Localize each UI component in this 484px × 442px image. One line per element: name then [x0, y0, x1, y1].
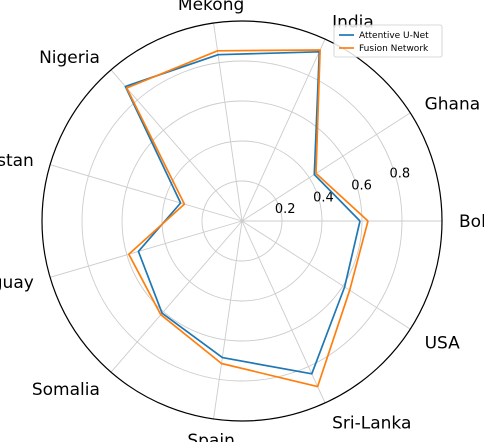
- series-layer: [124, 49, 369, 388]
- category-label: Nigeria: [39, 48, 100, 68]
- spoke-line: [213, 220, 243, 420]
- spoke-line: [110, 69, 243, 222]
- category-label: Ghana: [425, 95, 481, 115]
- legend-box: [333, 24, 443, 58]
- legend: Attentive U-Net Fusion Network: [333, 24, 443, 58]
- category-label: Paraguay: [0, 273, 34, 293]
- spoke-line: [110, 220, 243, 373]
- spoke-line: [241, 112, 411, 222]
- polar-frame: [41, 20, 443, 422]
- category-label: Mekong: [178, 0, 244, 15]
- legend-label: Attentive U-Net: [359, 31, 429, 41]
- spoke-line: [241, 220, 411, 330]
- radial-tick-labels: 0.2 0.4 0.6 0.8: [275, 167, 410, 217]
- spoke-line: [49, 220, 243, 278]
- legend-label: Fusion Network: [359, 44, 429, 54]
- radial-tick-label: 0.4: [313, 190, 334, 205]
- grid-layer: [41, 20, 443, 422]
- spoke-line: [241, 220, 326, 404]
- category-label: Bolivia: [459, 212, 484, 232]
- radial-tick-label: 0.2: [275, 202, 296, 217]
- series-line-fusion-network: [125, 49, 369, 388]
- spoke-line: [213, 22, 243, 222]
- radial-tick-label: 0.8: [390, 167, 411, 182]
- category-label: Sri-Lanka: [332, 413, 411, 433]
- series-line-attentive-u-net: [124, 50, 361, 375]
- radial-tick-label: 0.6: [351, 179, 372, 194]
- category-label: Somalia: [32, 380, 100, 400]
- category-label: Pakistan: [0, 151, 34, 171]
- category-label: USA: [425, 333, 461, 353]
- spoke-line: [241, 38, 326, 222]
- category-label: Spain: [187, 431, 235, 442]
- spoke-line: [49, 164, 243, 222]
